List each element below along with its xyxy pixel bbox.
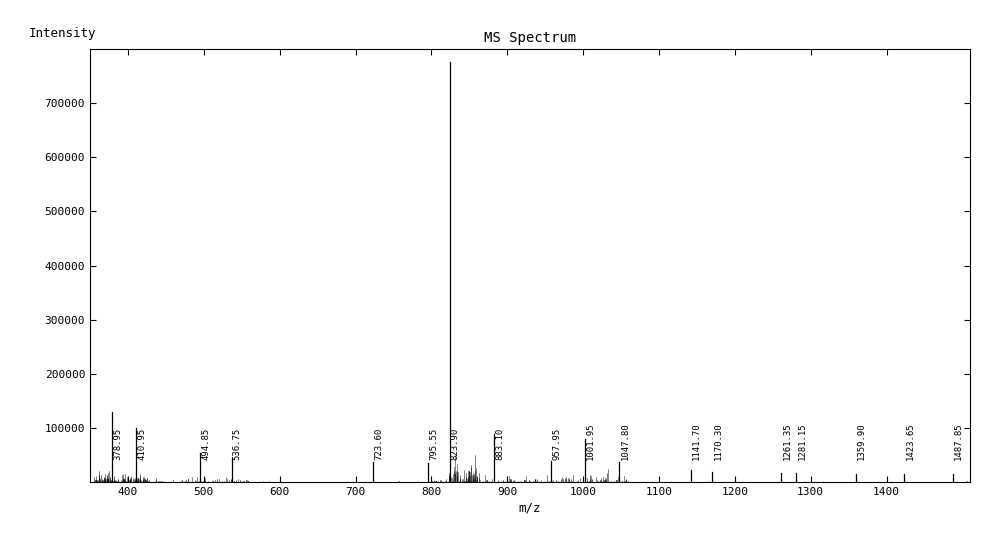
Text: 795.55: 795.55 bbox=[429, 427, 438, 460]
Text: 494.85: 494.85 bbox=[201, 427, 210, 460]
Text: 1281.15: 1281.15 bbox=[798, 422, 807, 460]
Text: 723.60: 723.60 bbox=[375, 427, 384, 460]
Text: 1423.65: 1423.65 bbox=[906, 422, 915, 460]
X-axis label: m/z: m/z bbox=[519, 501, 541, 514]
Text: 1261.35: 1261.35 bbox=[783, 422, 792, 460]
Text: 1047.80: 1047.80 bbox=[621, 422, 630, 460]
Text: 536.75: 536.75 bbox=[233, 427, 242, 460]
Text: 957.95: 957.95 bbox=[552, 427, 561, 460]
Text: 1001.95: 1001.95 bbox=[586, 422, 595, 460]
Text: Intensity: Intensity bbox=[28, 27, 96, 40]
Text: 823.90: 823.90 bbox=[451, 427, 460, 460]
Text: 378.95: 378.95 bbox=[113, 427, 122, 460]
Text: 1170.30: 1170.30 bbox=[713, 422, 722, 460]
Text: 1359.90: 1359.90 bbox=[857, 422, 866, 460]
Title: MS Spectrum: MS Spectrum bbox=[484, 31, 576, 45]
Text: 1141.70: 1141.70 bbox=[692, 422, 701, 460]
Text: 883.10: 883.10 bbox=[496, 427, 505, 460]
Text: 1487.85: 1487.85 bbox=[954, 422, 963, 460]
Text: 410.95: 410.95 bbox=[137, 427, 146, 460]
